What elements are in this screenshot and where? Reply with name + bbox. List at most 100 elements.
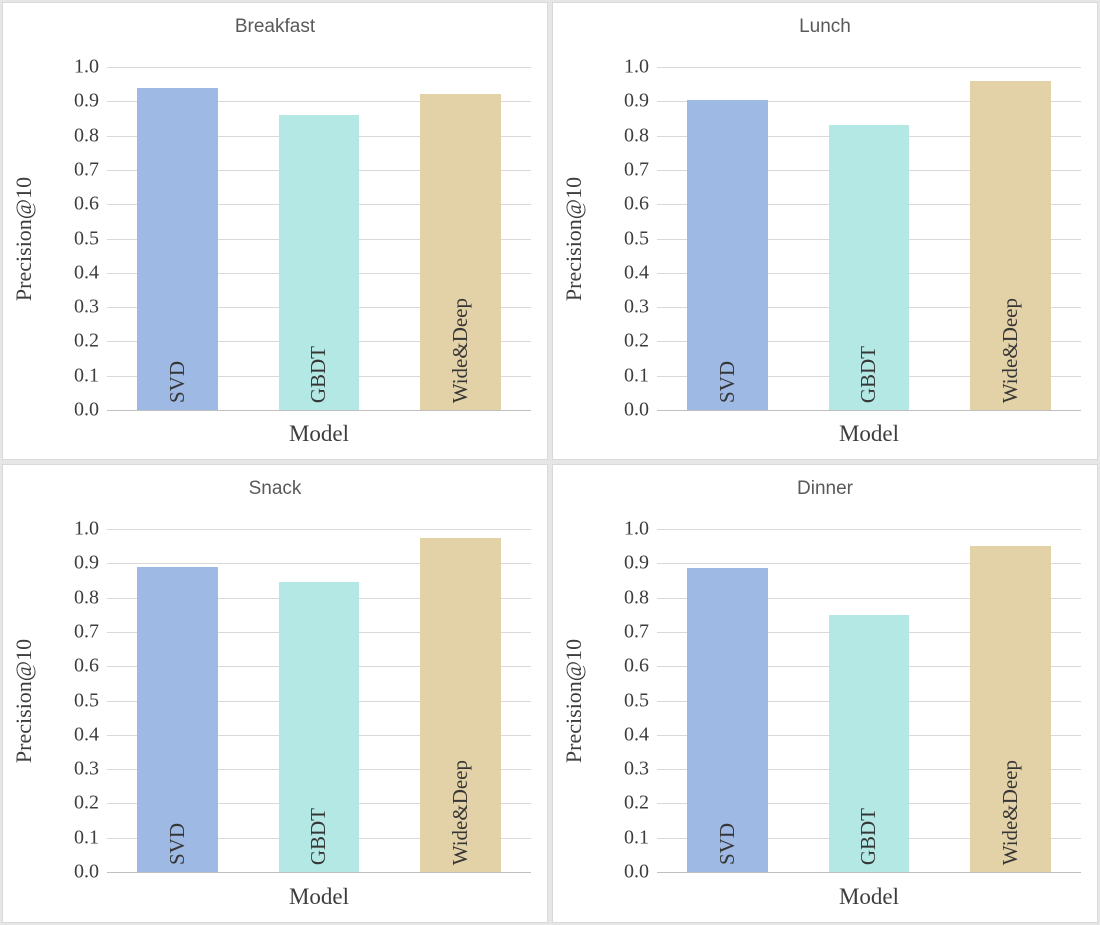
bar-slot: Wide&Deep [940, 529, 1081, 872]
y-tick-label: 0.4 [74, 723, 99, 746]
y-tick-label: 0.7 [624, 158, 649, 181]
bar-label: SVD [715, 360, 740, 403]
chart-title: Snack [248, 478, 302, 499]
bar-label: Wide&Deep [447, 297, 472, 403]
plot-area: SVD GBDT Wide&Deep [107, 67, 531, 411]
y-tick-label: 0.5 [74, 689, 99, 711]
gridline [107, 563, 531, 565]
gridline [107, 529, 531, 530]
y-tick-label: 0.5 [624, 227, 649, 249]
y-tick-label: 0.8 [624, 124, 649, 147]
y-tick-label: 0.3 [74, 757, 99, 780]
y-tick-label: 0.2 [624, 329, 649, 352]
bar-label: Wide&Deep [997, 759, 1022, 865]
bar-slot: SVD [107, 67, 248, 410]
y-tick-label: 0.0 [74, 860, 99, 883]
y-tick-label: 0.5 [624, 689, 649, 711]
bar-slot: GBDT [248, 67, 389, 410]
bar-gbdt: GBDT [278, 582, 360, 872]
y-tick-label: 0.0 [624, 398, 649, 421]
y-tick-label: 0.5 [74, 227, 99, 249]
x-axis-line [107, 410, 531, 411]
bar-label: SVD [165, 822, 190, 865]
chart-panel-breakfast: Breakfast Precision@10 1.0 0.9 0.8 0.7 0.6 0.… [2, 2, 548, 460]
bar-label: GBDT [856, 345, 881, 403]
y-tick-label: 0.6 [624, 192, 649, 215]
chart-panel-dinner: Dinner Precision@10 1.0 0.9 0.8 0.7 0.6 0.5 0.… [552, 464, 1098, 923]
y-tick-label: 0.7 [74, 620, 99, 643]
bar-label: SVD [715, 822, 740, 865]
bar-svd: SVD [137, 566, 218, 872]
bar-gbdt: GBDT [828, 125, 910, 410]
y-tick-label: 0.1 [624, 826, 649, 849]
bar-gbdt: GBDT [278, 115, 360, 410]
y-tick-label: 0.0 [74, 398, 99, 421]
y-tick-label: 0.8 [74, 586, 99, 609]
x-axis-title: Model [288, 421, 350, 446]
bar-slot: Wide&Deep [940, 67, 1081, 410]
bar-slot: Wide&Deep [390, 529, 531, 872]
bar-label: GBDT [306, 345, 331, 403]
y-tick-label: 1.0 [74, 517, 99, 540]
x-axis-line [107, 872, 531, 873]
bar-slot: GBDT [798, 529, 939, 872]
y-tick-label: 0.3 [624, 295, 649, 318]
bar-label: GBDT [306, 807, 331, 865]
plot-area: SVD GBDT Wide&Deep [657, 529, 1081, 873]
y-tick-label: 0.0 [624, 860, 649, 883]
gridline [657, 563, 1081, 565]
y-tick-label: 0.9 [74, 551, 99, 574]
y-tick-label: 0.6 [74, 654, 99, 677]
y-tick-label: 0.9 [74, 89, 99, 112]
plot-area: SVD GBDT Wide&Deep [657, 67, 1081, 411]
y-tick-label: 0.6 [74, 192, 99, 215]
plot-area: SVD GBDT Wide&Deep [107, 529, 531, 873]
y-tick-label: 0.8 [74, 124, 99, 147]
y-tick-label: 0.7 [624, 620, 649, 643]
bar-label: GBDT [856, 807, 881, 865]
y-tick-label: 0.9 [624, 89, 649, 112]
y-axis-ticks: 1.0 0.9 0.8 0.7 0.6 0.5 0.4 0.3 0.2 0.1 0.0 [553, 56, 649, 421]
bar-slot: GBDT [798, 67, 939, 410]
bar-slot: SVD [657, 67, 798, 410]
y-tick-label: 0.7 [74, 158, 99, 181]
y-axis-ticks: 1.0 0.9 0.8 0.7 0.6 0.5 0.4 0.3 0.2 0.1 0.0 [3, 518, 99, 883]
y-tick-label: 0.9 [624, 551, 649, 574]
y-tick-label: 0.3 [624, 757, 649, 780]
y-tick-label: 0.3 [74, 295, 99, 318]
y-tick-label: 0.6 [624, 654, 649, 677]
y-tick-label: 0.4 [74, 261, 99, 284]
x-axis-title: Model [288, 884, 350, 909]
chart-title: Dinner [797, 478, 853, 499]
x-axis-title: Model [838, 421, 900, 446]
gridline [657, 67, 1081, 68]
bar-wide-deep: Wide&Deep [970, 80, 1051, 410]
gridline [657, 597, 1081, 599]
y-tick-label: 1.0 [624, 517, 649, 540]
y-tick-label: 0.2 [624, 791, 649, 814]
y-tick-label: 0.1 [74, 826, 99, 849]
x-axis-title: Model [838, 884, 900, 909]
gridline [657, 529, 1081, 530]
y-tick-label: 1.0 [624, 55, 649, 78]
y-tick-label: 0.4 [624, 261, 649, 284]
bar-gbdt: GBDT [828, 614, 910, 872]
bar-slot: GBDT [248, 529, 389, 872]
bar-label: SVD [165, 360, 190, 403]
bar-wide-deep: Wide&Deep [420, 537, 501, 872]
bar-svd: SVD [137, 87, 218, 410]
y-tick-label: 0.1 [74, 364, 99, 387]
gridline [657, 101, 1081, 103]
bar-slot: Wide&Deep [390, 67, 531, 410]
chart-panel-snack: Snack Precision@10 1.0 0.9 0.8 0.7 0.6 0.5 0.4… [2, 464, 548, 923]
y-axis-ticks: 1.0 0.9 0.8 0.7 0.6 0.5 0.4 0.3 0.2 0.1 0.0 [3, 56, 99, 421]
chart-title: Breakfast [234, 16, 316, 37]
y-axis-ticks: 1.0 0.9 0.8 0.7 0.6 0.5 0.4 0.3 0.2 0.1 0.0 [553, 518, 649, 883]
chart-panel-lunch: Lunch Precision@10 1.0 0.9 0.8 0.7 0.6 0.5 0.4… [552, 2, 1098, 460]
bar-label: Wide&Deep [997, 297, 1022, 403]
y-tick-label: 0.2 [74, 791, 99, 814]
bar-wide-deep: Wide&Deep [420, 94, 501, 410]
y-tick-label: 0.4 [624, 723, 649, 746]
y-tick-label: 0.2 [74, 329, 99, 352]
